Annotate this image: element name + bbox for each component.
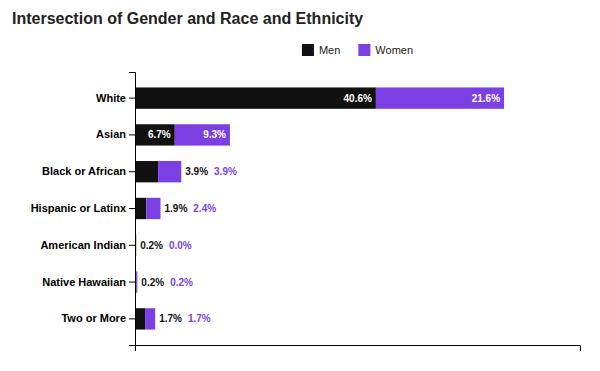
data-label: 0.2% (140, 240, 163, 251)
legend-label: Men (319, 44, 340, 56)
data-label: 1.7% (188, 313, 211, 324)
x-axis-line (136, 346, 581, 352)
y-tick-label: Two or More (61, 312, 126, 324)
y-tick-label: Native Hawaiian (42, 276, 126, 288)
data-label: 21.6% (472, 93, 500, 104)
title: Intersection of Gender and Race and Ethn… (12, 10, 363, 27)
data-labels: 40.6% 21.6% 6.7% 9.3% 3.9% 3.9% 1.9% 2.4% 0.2% 0.… (140, 93, 500, 325)
bar (135, 198, 146, 219)
bar (175, 124, 230, 145)
data-label: 3.9% (214, 166, 237, 177)
legend: Men Women (302, 44, 413, 56)
y-tick-mark (129, 134, 135, 135)
y-tick-label: Black or African (42, 165, 126, 177)
legend-item: Men (302, 44, 340, 56)
chart: Intersection of Gender and Race and Ethn… (0, 0, 600, 371)
y-tick-mark (129, 208, 135, 209)
bar (135, 308, 145, 329)
bar (376, 87, 504, 108)
y-tick: Hispanic or Latinx (31, 202, 135, 214)
data-label: 1.7% (159, 313, 182, 324)
y-tick-mark (129, 282, 135, 283)
y-axis: White Asian Black or African Hispanic or La… (31, 73, 136, 346)
bar (135, 87, 376, 108)
y-tick: White (96, 92, 135, 104)
y-tick: Two or More (61, 312, 135, 324)
data-label: 9.3% (203, 129, 226, 140)
data-label: 6.7% (148, 129, 171, 140)
bar (136, 271, 137, 292)
y-tick-mark (129, 98, 135, 99)
legend-swatch (358, 44, 370, 56)
y-tick-mark (129, 318, 135, 319)
y-tick-label: White (96, 92, 126, 104)
y-tick-label: Hispanic or Latinx (31, 202, 127, 214)
bar (135, 124, 175, 145)
y-tick: Native Hawaiian (42, 276, 135, 288)
bar (158, 161, 181, 182)
y-tick-label: Asian (96, 128, 126, 140)
bar (135, 161, 158, 182)
y-axis-line (129, 73, 136, 346)
legend-label: Women (375, 44, 413, 56)
y-tick: Black or African (42, 165, 135, 177)
bars (135, 87, 504, 329)
data-label: 0.0% (169, 240, 192, 251)
legend-swatch (302, 44, 314, 56)
y-tick: American Indian (40, 239, 135, 251)
y-tick-mark (129, 171, 135, 172)
data-label: 3.9% (185, 166, 208, 177)
plot: White Asian Black or African Hispanic or La… (31, 73, 581, 352)
data-label: 0.2% (170, 277, 193, 288)
data-label: 1.9% (165, 203, 188, 214)
x-axis (136, 346, 581, 352)
y-tick: Asian (96, 128, 135, 140)
y-tick-mark (129, 245, 135, 246)
bar (146, 198, 160, 219)
y-tick-label: American Indian (40, 239, 126, 251)
legend-item: Women (358, 44, 413, 56)
data-label: 0.2% (141, 277, 164, 288)
data-label: 2.4% (193, 203, 216, 214)
bar (145, 308, 155, 329)
data-label: 40.6% (344, 93, 372, 104)
